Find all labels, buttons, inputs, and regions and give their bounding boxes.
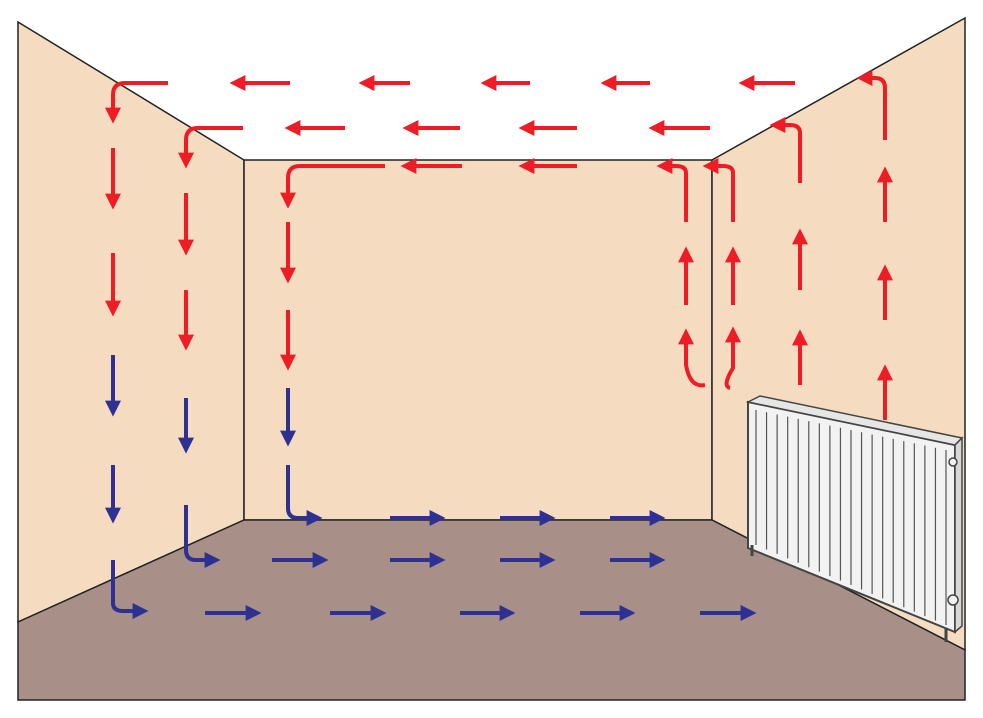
back-wall [243,159,713,521]
red-arrow-icon [178,126,243,169]
floor [17,519,966,701]
blue-arrow-icon [286,465,323,526]
red-arrow-icon [724,326,741,390]
red-arrow-icon [856,70,887,140]
blue-arrow-icon [111,560,149,619]
red-arrow-icon [280,164,385,209]
cool-air-flow [105,355,757,621]
blue-arrow-icon [184,505,221,568]
radiator-icon [745,395,964,642]
red-arrow-icon [105,81,168,124]
red-arrow-icon [769,117,802,183]
warm-air-flow [105,70,893,420]
red-arrow-icon [678,328,706,388]
red-arrow-icon [656,158,688,222]
red-arrow-icon [702,158,735,222]
room-structure [17,16,966,701]
